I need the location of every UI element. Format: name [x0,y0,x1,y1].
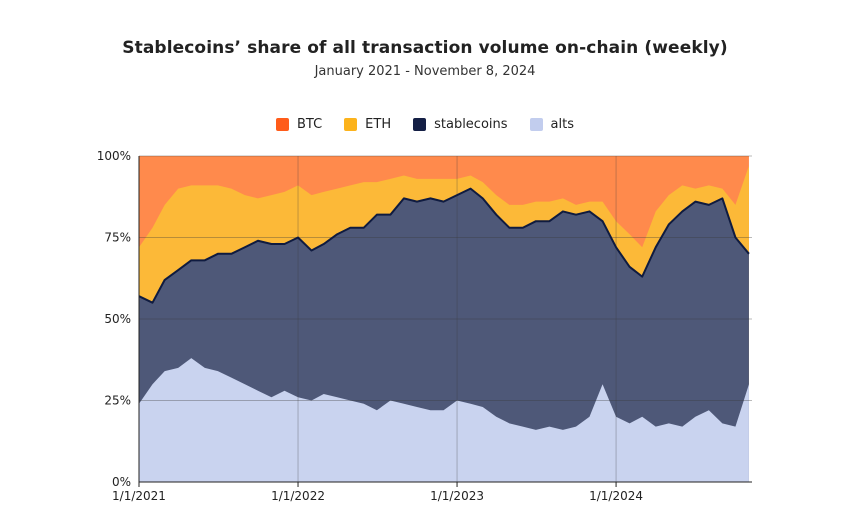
legend-item-stablecoins: stablecoins [413,117,508,132]
legend-swatch-alts [529,118,543,131]
x-tick-label: 1/1/2022 [271,489,325,503]
x-tick-label: 1/1/2021 [112,489,166,503]
legend-item-btc: BTC [275,117,323,132]
x-tick-label: 1/1/2024 [589,489,643,503]
y-tick-label: 50% [104,312,131,326]
y-tick-label: 100% [97,149,131,163]
legend-label-stablecoins: stablecoins [434,117,508,132]
legend-swatch-btc [275,118,289,131]
series-line-stablecoins [138,187,750,304]
legend-label-btc: BTC [296,117,323,132]
legend-swatch-stablecoins [413,118,427,131]
y-tick-label: 75% [104,231,131,245]
legend-label-alts: alts [550,117,574,132]
y-tick-label: 25% [104,394,131,408]
chart-title: Stablecoins’ share of all transaction vo… [122,38,728,58]
chart-subtitle: January 2021 - November 8, 2024 [314,64,536,79]
y-tick-label: 0% [112,475,131,489]
area-alts [139,358,749,482]
legend-swatch-eth [344,118,358,131]
legend-item-eth: ETH [344,117,391,132]
legend: BTC ETH stablecoins alts [0,117,850,132]
x-tick-label: 1/1/2023 [430,489,484,503]
legend-label-eth: ETH [365,117,392,132]
legend-item-alts: alts [529,117,574,132]
